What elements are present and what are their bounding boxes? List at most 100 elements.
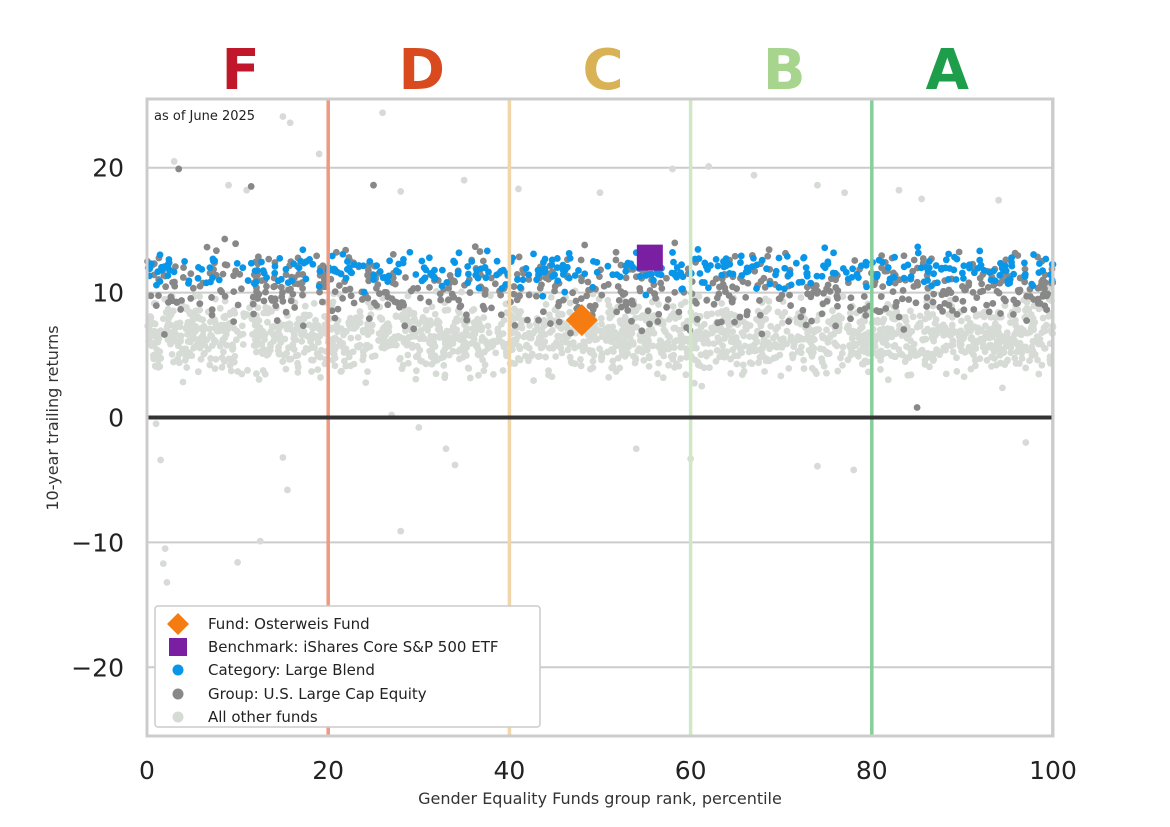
all-other-funds-point xyxy=(739,318,747,326)
category-point-point xyxy=(694,246,702,253)
all-other-funds-point xyxy=(814,462,821,470)
category-point-point xyxy=(474,274,482,282)
all-other-funds-point xyxy=(159,315,167,323)
all-other-funds-point xyxy=(648,326,656,333)
all-other-funds-point xyxy=(997,359,1004,367)
category-point-point xyxy=(418,257,426,265)
category-point-point xyxy=(464,279,472,287)
all-other-funds-point xyxy=(229,341,236,349)
group-point-point xyxy=(1023,317,1031,325)
all-other-funds-point xyxy=(558,349,566,357)
group-point-point xyxy=(282,271,290,279)
all-other-funds-point xyxy=(356,319,364,327)
all-other-funds-point xyxy=(510,305,518,313)
group-point-point xyxy=(299,285,307,292)
group-point-point xyxy=(613,308,621,316)
category-point-point xyxy=(412,271,420,278)
all-other-funds-point xyxy=(293,320,301,328)
group-point-point xyxy=(547,320,554,327)
all-other-funds-point xyxy=(330,343,338,351)
category-point-point xyxy=(565,274,573,282)
category-point-point xyxy=(821,244,829,252)
all-other-funds-point xyxy=(379,109,386,117)
all-other-funds-point xyxy=(1035,305,1043,313)
all-other-funds-point xyxy=(694,358,702,366)
all-other-funds-point xyxy=(510,336,518,344)
category-point-point xyxy=(559,266,567,274)
all-other-funds-point xyxy=(466,374,474,382)
all-other-funds-point xyxy=(991,355,998,362)
category-point-point xyxy=(165,259,173,267)
group-point-point xyxy=(221,235,229,243)
group-point-point xyxy=(1041,302,1049,310)
all-other-funds-point xyxy=(653,370,661,378)
category-point-point xyxy=(873,270,881,278)
group-point-point xyxy=(589,306,597,314)
all-other-funds-point xyxy=(948,321,956,329)
all-other-funds-point xyxy=(308,368,315,375)
group-point-point xyxy=(823,297,831,305)
category-point-point xyxy=(1006,276,1014,283)
all-other-funds-point xyxy=(814,181,821,189)
all-other-funds-point xyxy=(473,342,480,350)
group-point-point xyxy=(1027,293,1034,300)
all-other-funds-point xyxy=(220,335,228,343)
group-point-point xyxy=(581,241,589,249)
group-point-point xyxy=(709,279,717,287)
all-other-funds-point xyxy=(596,189,604,197)
all-other-funds-point xyxy=(234,558,242,566)
all-other-funds-point xyxy=(809,334,816,342)
all-other-funds-point xyxy=(290,329,298,337)
group-point-point xyxy=(965,279,973,287)
category-point-point xyxy=(1035,269,1043,277)
all-other-funds-point xyxy=(562,338,570,346)
all-other-funds-point xyxy=(286,119,294,127)
category-point-point xyxy=(373,262,381,270)
category-point-point xyxy=(468,258,476,265)
all-other-funds-point xyxy=(312,316,319,324)
all-other-funds-point xyxy=(598,320,605,328)
all-other-funds-point xyxy=(415,320,422,328)
category-point-point xyxy=(604,262,612,270)
all-other-funds-point xyxy=(413,367,420,375)
all-other-funds-point xyxy=(346,321,353,329)
group-point-point xyxy=(984,283,992,291)
all-other-funds-point xyxy=(462,330,470,338)
category-point-point xyxy=(519,276,527,284)
group-point-point xyxy=(236,270,244,278)
group-point-point xyxy=(271,296,279,304)
category-point-point xyxy=(276,254,284,262)
all-other-funds-point xyxy=(772,332,780,340)
all-other-funds-point xyxy=(183,364,191,371)
all-other-funds-point xyxy=(243,311,251,318)
category-point-point xyxy=(366,258,374,265)
all-other-funds-point xyxy=(537,331,545,339)
all-other-funds-point xyxy=(772,326,780,333)
group-point-point xyxy=(407,287,415,295)
group-point-point xyxy=(814,287,822,295)
all-other-funds-point xyxy=(194,368,202,376)
all-other-funds-point xyxy=(315,150,323,158)
all-other-funds-point xyxy=(606,314,614,322)
all-other-funds-point xyxy=(797,349,805,357)
all-other-funds-point xyxy=(971,323,979,331)
group-point-point xyxy=(339,294,346,302)
all-other-funds-point xyxy=(475,371,482,379)
legend-benchmark-marker xyxy=(169,638,187,656)
group-point-point xyxy=(258,277,266,285)
group-point-point xyxy=(847,294,855,302)
group-point-point xyxy=(238,285,245,293)
all-other-funds-point xyxy=(981,348,989,355)
all-other-funds-point xyxy=(364,368,371,376)
group-point-point xyxy=(350,299,358,307)
group-point-point xyxy=(899,287,907,294)
all-other-funds-point xyxy=(695,293,703,300)
all-other-funds-point xyxy=(345,353,353,361)
all-other-funds-point xyxy=(890,315,898,323)
all-other-funds-point xyxy=(1003,329,1011,337)
group-point-point xyxy=(651,290,659,298)
all-other-funds-point xyxy=(225,181,232,189)
category-point-point xyxy=(575,267,582,274)
category-point-point xyxy=(795,279,803,286)
all-other-funds-point xyxy=(771,340,779,348)
